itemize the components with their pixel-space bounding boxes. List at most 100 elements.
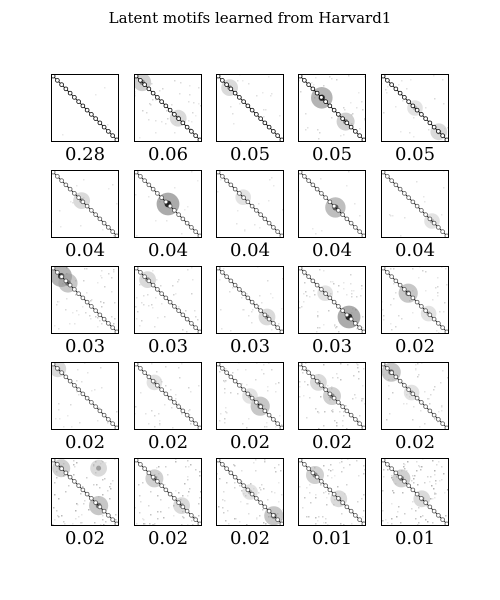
diagonal-marker <box>150 378 156 384</box>
heatmap-cell <box>342 425 344 427</box>
heatmap-cell <box>261 369 263 371</box>
heatmap-cell <box>443 473 445 475</box>
heatmap-cell <box>260 489 262 491</box>
heatmap-cell <box>89 315 91 317</box>
diagonal-marker <box>271 513 276 518</box>
diagonal-marker <box>59 82 64 87</box>
heatmap-cell <box>430 476 432 478</box>
heatmap-cell <box>242 309 244 311</box>
diagonal-marker <box>155 95 160 100</box>
heatmap-cell <box>331 117 333 119</box>
heatmap-cell <box>73 464 75 466</box>
heatmap-cell <box>431 485 433 487</box>
heatmap-cell <box>198 503 200 505</box>
panel-frame <box>134 170 202 238</box>
heatmap-cell <box>175 461 177 463</box>
diagonal-marker <box>232 282 238 288</box>
heatmap-cell <box>198 515 200 517</box>
motif-weight-label: 0.03 <box>64 336 106 357</box>
heatmap-cell <box>412 475 414 477</box>
heatmap-cell <box>193 102 195 104</box>
heatmap-cell <box>391 475 393 477</box>
heatmap-cell <box>199 497 201 499</box>
heatmap-cell <box>55 418 57 420</box>
heatmap-cell <box>140 392 142 394</box>
diagonal-marker <box>323 483 328 488</box>
diagonal-marker <box>436 129 441 134</box>
panel-frame <box>216 74 284 142</box>
heatmap-cell <box>189 94 191 96</box>
diagonal-marker <box>172 400 177 405</box>
heatmap-cell <box>267 386 269 388</box>
diagonal-marker <box>176 308 181 313</box>
diagonal-marker <box>224 466 229 471</box>
motif-panel <box>216 458 284 526</box>
heatmap-cell <box>413 406 415 408</box>
heatmap-cell <box>274 467 276 469</box>
heatmap-cell <box>107 422 109 424</box>
heatmap-cell <box>311 82 313 84</box>
diagonal-marker <box>406 291 411 296</box>
heatmap-cell <box>139 512 141 514</box>
heatmap-cell <box>189 488 191 490</box>
heatmap-cell <box>172 427 174 429</box>
diagonal-marker <box>220 270 225 275</box>
heatmap-cell <box>223 491 225 493</box>
heatmap-cell <box>391 477 393 479</box>
diagonal-marker <box>224 274 229 279</box>
heatmap-cell <box>427 521 429 523</box>
diagonal-marker <box>336 304 341 309</box>
heatmap-cell <box>443 103 445 105</box>
heatmap-cell <box>198 103 200 105</box>
panel-frame <box>298 170 366 238</box>
diagonal-marker <box>436 321 441 326</box>
motif-weight-label: 0.03 <box>229 336 271 357</box>
diagonal-marker <box>348 508 354 514</box>
heatmap-cell <box>160 499 162 501</box>
heatmap-cell <box>255 459 257 461</box>
heatmap-cell <box>342 420 344 422</box>
heatmap-cell <box>440 382 442 384</box>
heatmap-cell <box>339 411 341 413</box>
diagonal-marker <box>176 212 181 217</box>
heatmap-cell <box>261 484 263 486</box>
heatmap-cell <box>223 380 225 382</box>
diagonal-marker <box>336 208 341 213</box>
heatmap-cell <box>105 462 107 464</box>
heatmap-cell <box>76 185 78 187</box>
heatmap-cell <box>251 311 253 313</box>
diagonal-marker <box>84 203 90 209</box>
motif-weight-label: 0.06 <box>147 144 189 165</box>
diagonal-marker <box>258 308 263 313</box>
heatmap-cell <box>328 469 330 471</box>
heatmap-cell <box>401 318 403 320</box>
heatmap-cell <box>225 368 227 370</box>
heatmap-cell <box>222 507 224 509</box>
motif-heatmap <box>298 74 366 142</box>
heatmap-cell <box>441 406 443 408</box>
heatmap-cell <box>191 267 193 269</box>
heatmap-cell <box>358 92 360 94</box>
heatmap-cell <box>263 109 265 111</box>
heatmap-cell <box>267 280 269 282</box>
heatmap-cell <box>435 493 437 495</box>
diagonal-marker <box>397 186 403 192</box>
heatmap-cell <box>253 304 255 306</box>
diagonal-marker <box>436 513 441 518</box>
heatmap-cell <box>444 492 446 494</box>
diagonal-marker <box>436 417 441 422</box>
heatmap-cell <box>420 469 422 471</box>
heatmap-cell <box>190 464 192 466</box>
heatmap-cell <box>418 277 420 279</box>
heatmap-cell <box>82 306 84 308</box>
heatmap-cell <box>100 275 102 277</box>
heatmap-cell <box>357 501 359 503</box>
diagonal-marker <box>262 408 268 414</box>
heatmap-cell <box>80 522 82 524</box>
heatmap-cell <box>90 318 92 320</box>
diagonal-marker <box>314 282 320 288</box>
diagonal-marker <box>150 90 156 96</box>
heatmap-cell <box>426 505 428 507</box>
heatmap-cell <box>188 491 190 493</box>
diagonal-marker <box>419 496 424 501</box>
